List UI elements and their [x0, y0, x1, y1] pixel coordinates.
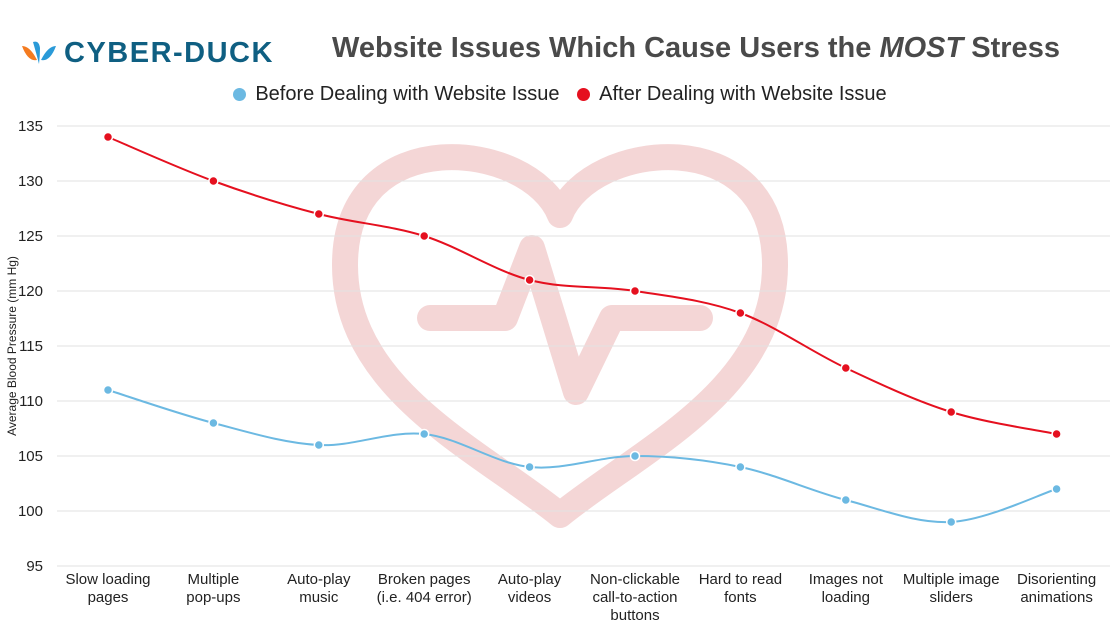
- y-tick-label: 105: [18, 448, 43, 465]
- data-point-before: [313, 439, 325, 451]
- x-category-label: Auto-play videos: [498, 571, 562, 606]
- brand-logo[interactable]: CYBER-DUCK: [20, 33, 274, 73]
- title-emphasis: MOST: [879, 32, 964, 64]
- y-tick-label: 110: [19, 393, 43, 410]
- legend-item-before[interactable]: Before Dealing with Website Issue: [233, 83, 560, 106]
- heart-outline: [332, 144, 788, 528]
- data-point-before: [102, 384, 114, 396]
- chart-legend: Before Dealing with Website Issue After …: [0, 83, 1120, 107]
- data-point-before: [735, 461, 746, 473]
- legend-marker-after: [577, 88, 591, 101]
- data-point-after: [313, 208, 325, 220]
- duck-logo-icon: [22, 41, 56, 64]
- title-prefix: Website Issues Which Cause Users the: [332, 32, 880, 64]
- data-point-before: [418, 428, 430, 440]
- legend-item-after[interactable]: After Dealing with Website Issue: [577, 83, 887, 106]
- data-point-after: [102, 131, 114, 143]
- series-line-before: [107, 389, 1057, 524]
- data-point-after: [840, 362, 852, 374]
- x-category-label: Multiple pop-ups: [186, 571, 240, 606]
- data-point-after: [1051, 428, 1062, 440]
- chart-title: Website Issues Which Cause Users the MOS…: [332, 32, 1060, 65]
- x-category-label: Images not loading: [809, 571, 884, 606]
- y-tick-label: 120: [18, 283, 43, 300]
- data-point-before: [524, 461, 535, 473]
- y-tick-label: 115: [19, 338, 43, 355]
- data-point-after: [945, 406, 957, 418]
- data-point-before: [1051, 483, 1062, 495]
- series-group: [102, 131, 1062, 528]
- heart-heartbeat-icon: [332, 144, 788, 528]
- x-category-label: Auto-play music: [287, 571, 351, 606]
- data-point-before: [840, 494, 852, 506]
- data-point-before: [945, 516, 957, 528]
- x-category-label: Disorienting animations: [1017, 571, 1096, 606]
- header: CYBER-DUCK Website Issues Which Cause Us…: [0, 0, 1120, 80]
- x-category-label: Non-clickable call-to-action buttons: [590, 571, 680, 624]
- y-tick-label: 125: [18, 228, 43, 245]
- legend-label-before: Before Dealing with Website Issue: [255, 83, 560, 105]
- y-axis-ticks: 95 100 105 110 115 120 125 130 135: [18, 118, 43, 575]
- y-axis-label: Average Blood Pressure (mm Hg): [5, 256, 19, 436]
- series-line-after: [107, 136, 1057, 435]
- brand-name: CYBER-DUCK: [64, 36, 274, 69]
- data-point-after: [208, 175, 219, 187]
- x-axis-categories: Slow loading pages Multiple pop-ups Auto-pla…: [65, 571, 1096, 624]
- legend-marker-before: [233, 88, 247, 101]
- data-point-before: [208, 417, 219, 429]
- x-category-label: Hard to read fonts: [699, 571, 782, 606]
- x-category-label: Slow loading pages: [65, 571, 150, 606]
- data-point-after: [629, 285, 641, 297]
- heartbeat-line: [417, 235, 713, 405]
- x-category-label: Multiple image sliders: [903, 571, 1000, 606]
- x-category-label: Broken pages (i.e. 404 error): [377, 571, 472, 606]
- y-tick-label: 100: [18, 503, 43, 520]
- grid-lines: [57, 125, 1110, 567]
- y-tick-label: 95: [26, 558, 43, 575]
- data-point-after: [524, 274, 535, 286]
- legend-label-after: After Dealing with Website Issue: [599, 83, 887, 105]
- y-tick-label: 130: [18, 173, 43, 190]
- data-point-after: [735, 307, 746, 319]
- data-point-after: [418, 230, 430, 242]
- title-suffix: Stress: [963, 32, 1060, 64]
- y-tick-label: 135: [18, 118, 43, 135]
- data-point-before: [629, 450, 641, 462]
